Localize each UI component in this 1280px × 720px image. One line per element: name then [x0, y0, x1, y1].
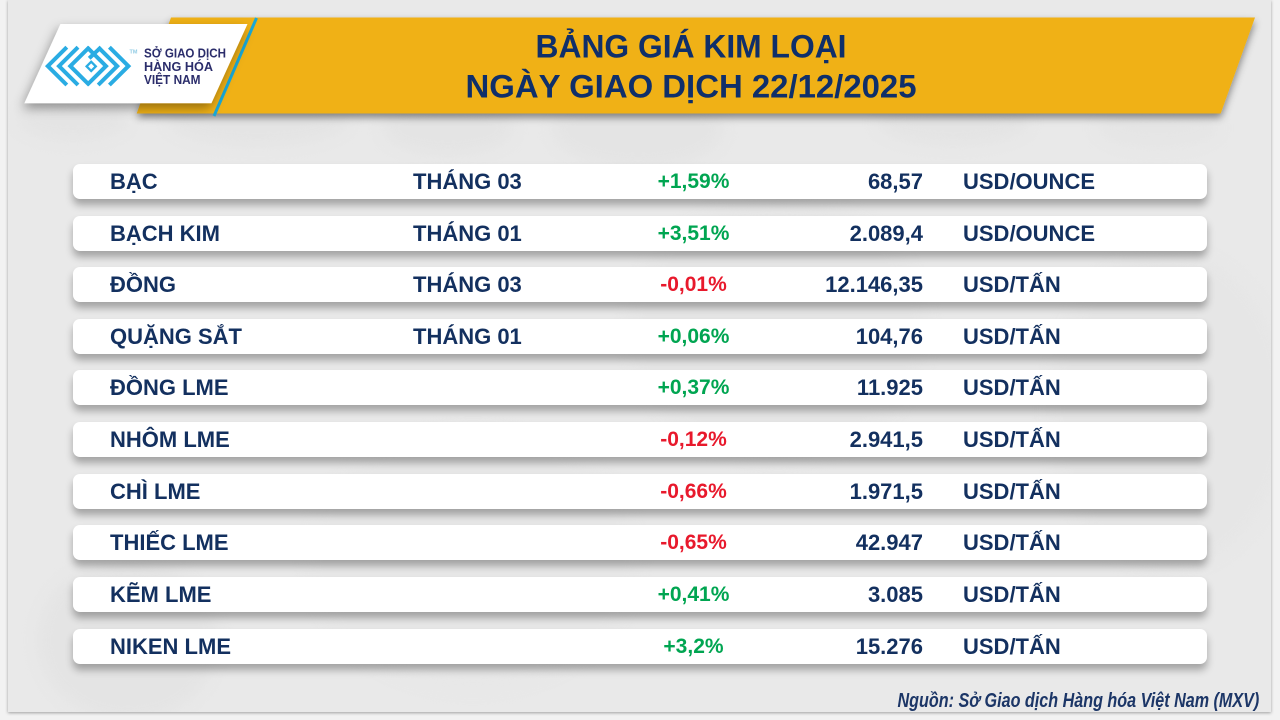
svg-text:SỞ GIAO DỊCH: SỞ GIAO DỊCH — [144, 46, 226, 61]
svg-text:NGÀY GIAO DỊCH 22/12/2025: NGÀY GIAO DỊCH 22/12/2025 — [466, 67, 917, 104]
svg-text:VIỆT NAM: VIỆT NAM — [144, 72, 201, 87]
svg-text:HÀNG HÓA: HÀNG HÓA — [144, 59, 213, 74]
svg-text:BẢNG GIÁ KIM LOẠI: BẢNG GIÁ KIM LOẠI — [536, 27, 847, 64]
svg-text:TM: TM — [130, 50, 138, 56]
